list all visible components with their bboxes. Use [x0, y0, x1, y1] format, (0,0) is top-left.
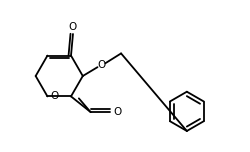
Text: O: O: [113, 107, 121, 117]
Text: O: O: [97, 60, 106, 70]
Text: O: O: [50, 91, 59, 101]
Text: O: O: [69, 22, 77, 32]
